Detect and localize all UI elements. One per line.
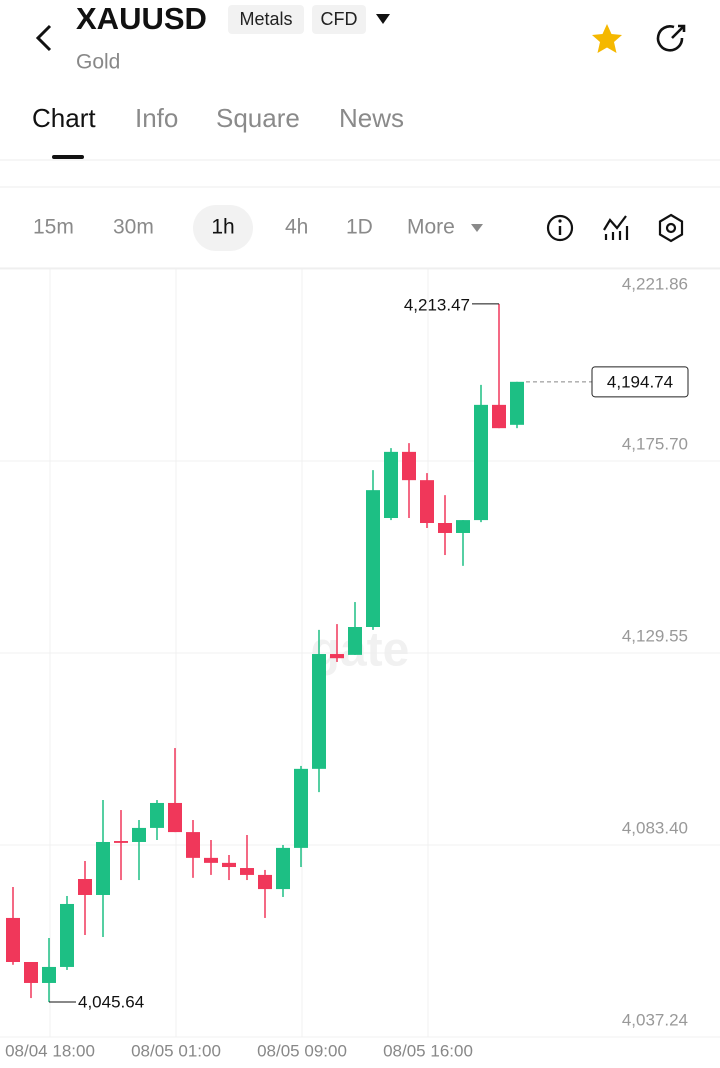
back-button[interactable]: [35, 24, 52, 52]
info-icon-part: [558, 219, 562, 223]
candle-body: [294, 768, 308, 848]
tab[interactable]: News: [339, 103, 404, 133]
interval[interactable]: 1h: [211, 216, 234, 239]
dropdown-arrow[interactable]: [471, 224, 483, 232]
high-marker-label: 4,213.47: [404, 295, 470, 314]
candle-body: [384, 451, 398, 519]
candle-body: [366, 490, 380, 628]
candle-body: [456, 520, 470, 533]
candle-body: [222, 862, 236, 868]
y-tick-label: 4,175.70: [622, 435, 688, 454]
candle-body: [6, 917, 20, 962]
tag-box: [312, 5, 366, 34]
interval[interactable]: 15m: [33, 216, 74, 239]
interval[interactable]: 4h: [285, 216, 308, 239]
last-price-label: 4,194.74: [607, 372, 673, 391]
candle-body: [114, 841, 128, 843]
candle-body: [492, 404, 506, 429]
candle-body: [240, 868, 254, 875]
tab-underline: [52, 155, 84, 159]
candle-body: [510, 381, 524, 425]
candle-body: [312, 654, 326, 769]
candle-body: [330, 654, 344, 659]
interval[interactable]: 1D: [346, 216, 373, 239]
settings-icon[interactable]: [658, 213, 684, 243]
interval-highlight: [193, 205, 253, 251]
x-tick-label: 08/04 18:00: [5, 1041, 95, 1060]
low-marker-label: 4,045.64: [78, 993, 144, 1012]
candle-body: [150, 802, 164, 828]
candle-body: [42, 966, 56, 983]
last-price-box: [591, 366, 689, 398]
tag-box: [228, 5, 304, 34]
candle-body: [348, 627, 362, 655]
candle-body: [78, 879, 92, 895]
candle-body: [402, 451, 416, 481]
x-tick-label: 08/05 16:00: [383, 1041, 473, 1060]
tag: Metals: [239, 9, 292, 29]
y-tick-label: 4,083.40: [622, 818, 688, 837]
info-icon[interactable]: [546, 214, 574, 242]
candle-body: [420, 480, 434, 524]
candle-body: [438, 523, 452, 533]
candle-body: [60, 903, 74, 967]
settings-icon-part: [665, 222, 677, 234]
interval[interactable]: More: [407, 216, 455, 239]
y-tick-label: 4,129.55: [622, 626, 688, 645]
y-tick-label: 4,221.86: [622, 274, 688, 293]
candle-body: [276, 847, 290, 890]
candle-body: [186, 832, 200, 858]
candle-body: [24, 961, 38, 983]
favorite-star[interactable]: [592, 24, 622, 53]
dropdown-arrow[interactable]: [376, 14, 390, 24]
tab[interactable]: Info: [135, 103, 178, 133]
indicator-icon[interactable]: [603, 215, 629, 240]
symbol: XAUUSD: [76, 1, 207, 36]
tag[interactable]: CFD: [321, 9, 358, 29]
candle-body: [96, 841, 110, 895]
candle-body: [474, 404, 488, 521]
candle-body: [258, 874, 272, 890]
share-icon[interactable]: [656, 24, 686, 52]
candle-body: [132, 827, 146, 842]
y-tick-label: 4,037.24: [622, 1010, 688, 1029]
tab[interactable]: Square: [216, 103, 300, 133]
candle-body: [204, 857, 218, 863]
subtitle: Gold: [76, 51, 120, 74]
x-tick-label: 08/05 01:00: [131, 1041, 221, 1060]
x-tick-label: 08/05 09:00: [257, 1041, 347, 1060]
plot: 4,221.86 4,175.70 4,129.55 4,083.40 4,037.24…: [0, 267, 720, 1060]
candle-body: [168, 802, 182, 833]
interval[interactable]: 30m: [113, 216, 154, 239]
tab[interactable]: Chart: [32, 103, 96, 133]
